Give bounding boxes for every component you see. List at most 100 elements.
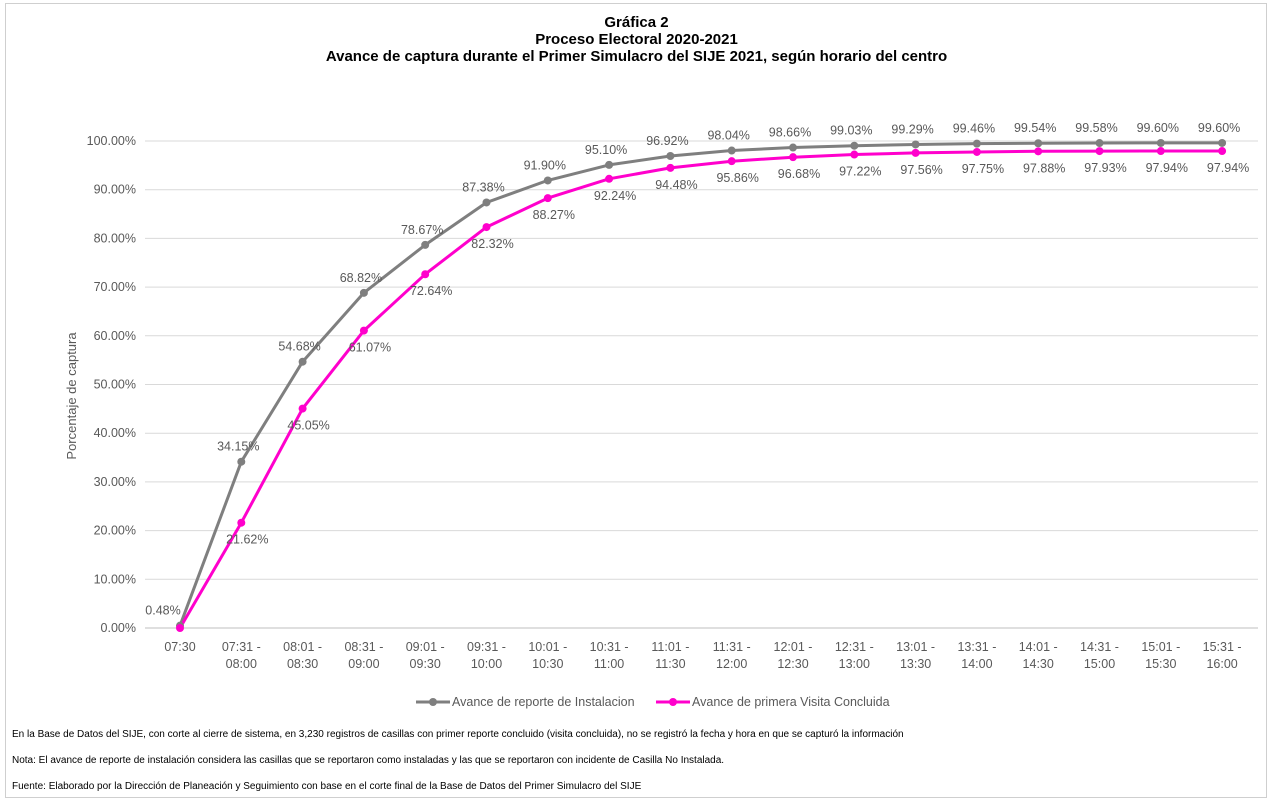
data-point [298, 357, 307, 366]
data-point [789, 143, 797, 152]
y-axis-label: Porcentaje de captura [64, 332, 79, 460]
x-tick-label: 14:00 [961, 657, 992, 671]
x-tick-label: 08:30 [287, 657, 318, 671]
x-tick-label: 08:01 - [283, 640, 322, 654]
data-label: 21.62% [226, 533, 268, 547]
y-tick-label: 50.00% [94, 378, 136, 392]
x-tick-label: 09:30 [410, 657, 441, 671]
y-tick-label: 20.00% [94, 524, 136, 538]
y-tick-label: 60.00% [94, 329, 136, 343]
chart-title-line-3: Avance de captura durante el Primer Simu… [325, 48, 948, 65]
data-point [1095, 139, 1104, 148]
x-tick-label: 13:00 [839, 657, 870, 671]
data-point [911, 140, 920, 149]
data-label: 94.48% [655, 178, 697, 192]
x-tick-label: 12:00 [716, 657, 747, 671]
legend-label-visita: Avance de primera Visita Concluida [692, 695, 890, 709]
data-label: 0.48% [145, 604, 180, 618]
y-axis-ticks: 0.00% 10.00% 20.00% 30.00% 40.00% 50.00% 60.00… [87, 134, 136, 635]
data-label: 95.86% [716, 171, 758, 185]
x-tick-label: 11:00 [594, 657, 624, 671]
gridlines [145, 140, 1258, 629]
data-label: 97.75% [962, 162, 1004, 176]
x-tick-label: 15:01 - [1141, 640, 1180, 654]
x-tick-label: 10:00 [471, 657, 502, 671]
x-tick-label: 16:00 [1206, 657, 1237, 671]
data-point [1034, 147, 1043, 156]
x-tick-label: 10:31 - [590, 640, 629, 654]
data-label: 45.05% [287, 419, 329, 433]
series-line-0 [178, 141, 1223, 627]
data-label: 97.94% [1207, 161, 1249, 175]
data-point [421, 240, 430, 249]
legend-label-instalacion: Avance de reporte de Instalacion [452, 695, 635, 709]
x-tick-label: 10:30 [532, 657, 563, 671]
x-tick-label: 09:31 - [467, 640, 506, 654]
data-label: 91.90% [524, 158, 566, 172]
data-label: 82.32% [471, 237, 513, 251]
data-label: 97.93% [1084, 161, 1126, 175]
y-tick-label: 10.00% [94, 572, 136, 586]
x-tick-label: 14:01 - [1019, 640, 1058, 654]
x-tick-label: 09:00 [348, 657, 379, 671]
x-tick-label: 07:31 - [222, 640, 261, 654]
x-tick-label: 11:30 [655, 657, 685, 671]
data-label: 34.15% [217, 440, 259, 454]
data-point [666, 151, 675, 160]
data-label: 68.82% [340, 271, 382, 285]
data-point [1156, 147, 1165, 156]
data-label: 97.94% [1146, 161, 1188, 175]
series-lines [178, 141, 1223, 629]
x-tick-label: 12:31 - [835, 640, 874, 654]
data-point [1095, 147, 1104, 156]
data-label: 92.24% [594, 189, 636, 203]
x-tick-label: 15:00 [1084, 657, 1115, 671]
data-label: 99.46% [953, 122, 995, 136]
data-point [482, 223, 491, 232]
legend-marker-visita [669, 698, 677, 706]
data-labels: 0.48% 34.15% 54.68% 68.82% 78.67% 87.38% 91.90… [145, 121, 1249, 618]
data-point [1034, 139, 1043, 148]
data-point [1218, 138, 1227, 147]
data-point [359, 326, 368, 335]
data-point [727, 146, 736, 155]
y-tick-label: 90.00% [94, 183, 136, 197]
x-tick-label: 11:31 - [713, 640, 751, 654]
data-label: 54.68% [278, 340, 320, 354]
data-point [543, 176, 552, 185]
data-point [850, 150, 859, 159]
data-point [176, 624, 184, 632]
x-tick-label: 09:01 - [406, 640, 445, 654]
data-point [1156, 138, 1165, 147]
legend: Avance de reporte de Instalacion Avance … [416, 695, 890, 709]
data-label: 78.67% [401, 223, 443, 237]
note-sin-fecha: En la Base de Datos del SIJE, con corte … [12, 729, 904, 740]
data-point [605, 160, 614, 169]
chart-frame [5, 3, 1267, 798]
data-point [972, 147, 981, 156]
series-line-1 [178, 149, 1223, 629]
data-label: 88.27% [533, 208, 575, 222]
data-point [298, 404, 307, 413]
chart-title-line-1: Gráfica 2 [604, 14, 669, 31]
y-tick-label: 70.00% [94, 280, 136, 294]
y-tick-label: 100.00% [87, 134, 136, 148]
y-tick-label: 80.00% [94, 231, 136, 245]
data-label: 99.60% [1198, 121, 1240, 135]
data-label: 99.29% [891, 122, 933, 136]
data-point [972, 139, 981, 148]
data-point [1218, 147, 1227, 156]
y-tick-label: 0.00% [101, 621, 136, 635]
x-tick-label: 13:31 - [957, 640, 996, 654]
data-point [850, 141, 859, 150]
data-point [543, 194, 552, 203]
x-tick-label: 12:30 [777, 657, 808, 671]
data-label: 99.58% [1075, 121, 1117, 135]
data-label: 87.38% [462, 180, 504, 194]
data-label: 99.03% [830, 124, 872, 138]
legend-marker-instalacion [429, 698, 437, 706]
chart-title-line-2: Proceso Electoral 2020-2021 [535, 31, 738, 48]
data-label: 97.22% [839, 165, 881, 179]
x-tick-label: 08:31 - [344, 640, 383, 654]
data-label: 96.68% [778, 167, 820, 181]
